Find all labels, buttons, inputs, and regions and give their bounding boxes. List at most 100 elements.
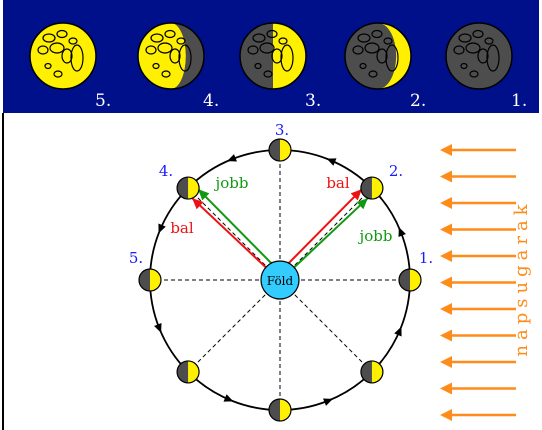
crater-mark [352,45,364,55]
orbit-moon-outline [176,360,200,384]
moon-outline [29,22,97,90]
orbit-spoke [279,187,373,281]
banner-phase-label: 4. [203,91,219,111]
sun-ray-head [440,144,452,156]
crater-mark [145,45,157,55]
moon-outline [137,22,205,90]
sun-rays [440,144,516,421]
orbit-arrows [154,154,406,406]
crater-mark [458,33,472,43]
orbit-moon-lit [371,177,383,200]
crater-mark [259,42,275,54]
orbit-moon-outline [268,138,292,162]
left-green-sightline [197,188,283,275]
orbit-spoke [187,279,281,373]
orbit-moon [176,176,200,200]
position-label-4: 4. [159,162,173,180]
banner-phase-label: 2. [410,91,426,111]
crater-mark [37,45,49,55]
orbit-moon-outline [360,176,384,200]
banner-phase-label: 1. [511,91,527,111]
banner-moon-1: 5. [29,22,111,111]
orbit-moon-outline [360,360,384,384]
crater-mark [266,29,278,39]
right-green-sightline [284,197,369,277]
crater-mark [371,29,383,39]
crater-mark [460,62,468,70]
orbit-moon-outline [268,398,292,422]
right-green-sightline-head [356,198,368,210]
orbit-spokes [150,150,410,410]
moon-outline [445,22,513,90]
crater-mark [152,62,160,70]
crater-mark [254,62,262,70]
sunlight-label: napsugarak [511,199,532,356]
sun-ray-head [440,197,452,209]
moon-lit-part [378,23,411,89]
orbit-arrowhead [326,158,337,166]
crater-mark [247,45,259,55]
orbit-moon-outline [138,268,162,292]
crater-mark [472,29,484,39]
orbit-spoke [187,187,281,281]
sun-ray-head [440,303,452,315]
crater-mark [44,62,52,70]
right-red-sightline-head [350,189,362,201]
orbit-moon [398,268,422,292]
orbit-arrowhead [154,323,162,333]
orbit-moon-outline [176,176,200,200]
earth-label: Föld [267,274,294,288]
position-label-5: 5. [129,249,143,267]
moon-outline [239,22,307,90]
crater-mark [70,44,84,72]
left-green-sightline-head [198,189,210,201]
orbit-arrowhead [394,326,402,337]
crater-mark [368,70,378,78]
crater-mark [383,37,393,45]
orbit-moon [268,138,292,162]
crater-mark [157,42,173,54]
banner-moons: 5. 4. 3. 2. 1. [29,22,527,111]
sun-ray-head [440,409,452,421]
crater-mark [376,48,388,64]
orbit-moon [176,360,200,384]
earth [260,260,300,300]
crater-mark [271,48,283,64]
orbit-moon [268,398,292,422]
crater-mark [469,70,479,78]
crater-mark [42,33,56,43]
crater-mark [477,48,489,64]
crater-mark [169,48,181,64]
crater-mark [453,45,465,55]
orbit-moon-lit [188,177,200,200]
sun-ray-head [440,170,452,183]
crater-mark [61,48,73,64]
orbit-moon-lit [280,399,291,421]
banner-moon-3: 3. [239,22,321,111]
sight-lines [191,188,369,277]
orbit-moon-outline [398,268,422,292]
banner-phase-label: 3. [305,91,321,111]
left-jobb-label: jobb [214,174,249,192]
sun-ray-head [440,329,452,342]
banner-moon-4: 2. [344,22,426,111]
position-label-3: 3. [275,121,289,139]
orbit-arrowhead [158,223,166,234]
crater-mark [176,37,186,45]
moon-disk [30,23,96,89]
crater-mark [53,70,63,78]
orbit-moon-lit [371,360,383,383]
sun-ray-head [440,276,452,289]
sun-ray-head [440,382,452,395]
crater-mark [357,33,371,43]
right-bal-label: bal [326,174,350,192]
crater-mark [150,33,164,43]
crater-mark [68,37,78,45]
moon-lit-part [138,23,186,89]
orbit-arrowhead [227,154,237,162]
orbit-moon [360,176,384,200]
crater-mark [49,42,65,54]
position-label-2: 2. [389,162,403,180]
orbit-moons [138,138,422,422]
